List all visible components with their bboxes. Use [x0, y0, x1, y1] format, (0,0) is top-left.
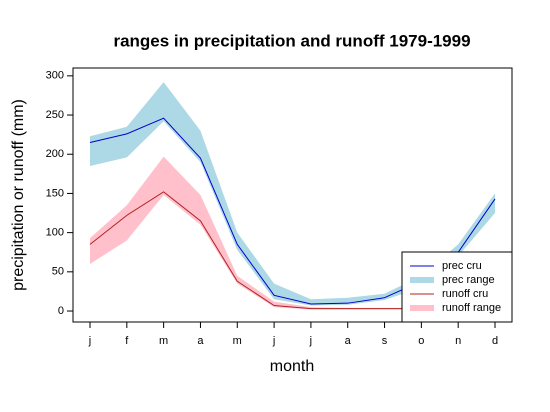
x-tick-label: a — [197, 335, 204, 347]
y-tick-label: 200 — [46, 148, 64, 160]
x-tick-label: s — [382, 335, 388, 347]
y-tick-label: 250 — [46, 109, 64, 121]
y-tick-label: 150 — [46, 187, 64, 199]
y-tick-label: 300 — [46, 70, 64, 82]
range-band — [90, 82, 495, 306]
x-tick-label: m — [233, 335, 242, 347]
y-tick-label: 100 — [46, 227, 64, 239]
legend-label: runoff cru — [442, 288, 488, 300]
x-tick-label: d — [492, 335, 498, 347]
x-tick-label: j — [88, 335, 91, 347]
chart-title: ranges in precipitation and runoff 1979-… — [113, 31, 470, 50]
legend-label: prec cru — [442, 260, 482, 272]
range-band — [90, 156, 495, 310]
x-tick-label: j — [309, 335, 312, 347]
plot-frame — [72, 67, 513, 323]
x-axis-title: month — [270, 358, 314, 375]
legend-label: runoff range — [442, 302, 501, 314]
x-tick-label: f — [125, 335, 129, 347]
x-tick-label: o — [418, 335, 424, 347]
y-tick-label: 0 — [58, 305, 64, 317]
x-tick-label: a — [345, 335, 352, 347]
x-tick-label: n — [455, 335, 461, 347]
x-tick-label: j — [272, 335, 275, 347]
legend-label: prec range — [442, 274, 495, 286]
y-tick-label: 50 — [52, 266, 64, 278]
y-axis-title: precipitation or runoff (mm) — [10, 99, 27, 291]
x-tick-label: m — [159, 335, 168, 347]
